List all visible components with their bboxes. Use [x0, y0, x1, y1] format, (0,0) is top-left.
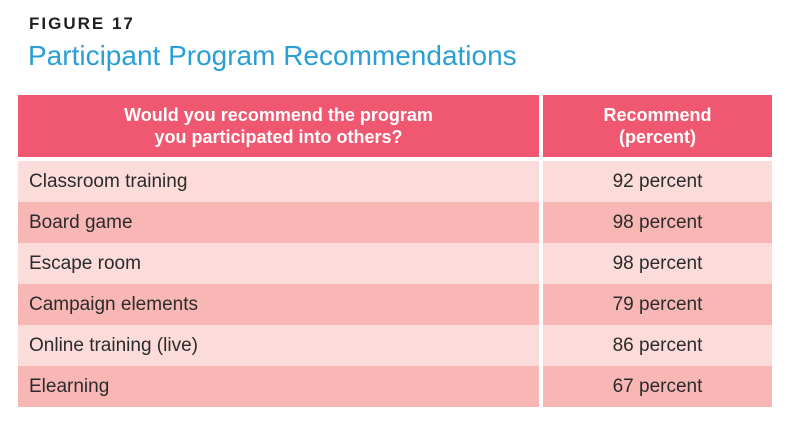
header-recommend-label: Recommend (percent): [603, 105, 712, 147]
row-program-name: Board game: [18, 202, 539, 243]
row-recommend-value: 86 percent: [543, 325, 772, 366]
table-row: Campaign elements 79 percent: [18, 284, 772, 325]
row-recommend-value: 79 percent: [543, 284, 772, 325]
row-program-name: Elearning: [18, 366, 539, 407]
header-question-label: Would you recommend the program you part…: [124, 105, 433, 147]
table-row: Board game 98 percent: [18, 202, 772, 243]
recommendation-table: Would you recommend the program you part…: [18, 95, 772, 407]
row-recommend-value: 67 percent: [543, 366, 772, 407]
table-row: Elearning 67 percent: [18, 366, 772, 407]
row-program-name: Classroom training: [18, 161, 539, 202]
figure-label: FIGURE 17: [29, 14, 135, 33]
row-program-name: Escape room: [18, 243, 539, 284]
table-row: Escape room 98 percent: [18, 243, 772, 284]
row-program-name: Campaign elements: [18, 284, 539, 325]
table-row: Classroom training 92 percent: [18, 161, 772, 202]
row-recommend-value: 98 percent: [543, 202, 772, 243]
header-recommend: Recommend (percent): [543, 95, 772, 157]
table-row: Online training (live) 86 percent: [18, 325, 772, 366]
header-question: Would you recommend the program you part…: [18, 95, 539, 157]
row-program-name: Online training (live): [18, 325, 539, 366]
figure-title: Participant Program Recommendations: [28, 40, 517, 71]
row-recommend-value: 92 percent: [543, 161, 772, 202]
row-recommend-value: 98 percent: [543, 243, 772, 284]
